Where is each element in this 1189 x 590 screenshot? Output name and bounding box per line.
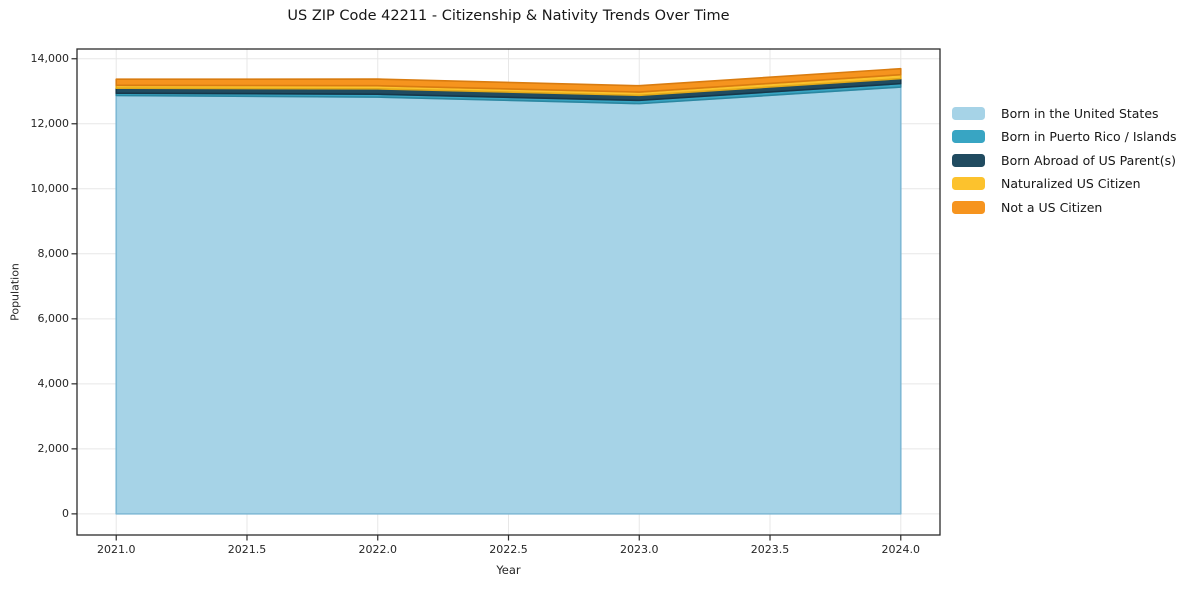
x-tick-label: 2022.0 [358, 543, 397, 556]
x-tick-label: 2023.5 [750, 543, 790, 556]
chart-title: US ZIP Code 42211 - Citizenship & Nativi… [287, 8, 730, 24]
area-not-a-us-citizen [115, 67, 902, 93]
y-tick-label: 6,000 [37, 312, 70, 326]
x-tick-label: 2024.0 [881, 543, 921, 556]
legend-item-born-in-the-united-states: Born in the United States [952, 105, 1177, 121]
legend-item-not-a-us-citizen: Not a US Citizen [952, 199, 1177, 215]
legend-item-born-abroad-of-us-parent-s: Born Abroad of US Parent(s) [952, 152, 1177, 168]
y-tick-label: 0 [62, 507, 69, 521]
y-tick-label: 2,000 [37, 442, 70, 456]
legend-label: Born in Puerto Rico / Islands [1001, 129, 1177, 144]
x-axis-title: Year [496, 563, 521, 577]
legend-swatch-icon [952, 177, 985, 190]
y-tick-label: 10,000 [30, 182, 70, 196]
legend-swatch-icon [952, 200, 985, 214]
legend-swatch-icon [952, 130, 985, 143]
legend: Born in the United States Born in Puerto … [952, 105, 1177, 215]
x-tick-label: 2023.0 [620, 543, 659, 556]
x-tick-label: 2021.5 [227, 543, 267, 556]
legend-swatch-icon [952, 153, 985, 167]
legend-swatch-icon [952, 106, 985, 120]
legend-label: Not a US Citizen [1001, 199, 1103, 215]
area-born-in-the-united-states [115, 86, 902, 515]
legend-item-naturalized-us-citizen: Naturalized US Citizen [952, 176, 1177, 191]
y-tick-label: 12,000 [30, 117, 70, 131]
legend-item-born-in-puerto-rico-islands: Born in Puerto Rico / Islands [952, 129, 1177, 144]
y-tick-label: 14,000 [30, 52, 70, 66]
y-tick-label: 8,000 [37, 247, 70, 261]
y-tick-label: 4,000 [37, 377, 70, 391]
x-tick-label: 2021.0 [96, 543, 136, 556]
legend-label: Born Abroad of US Parent(s) [1001, 152, 1176, 168]
x-tick-label: 2022.5 [489, 543, 528, 556]
legend-label: Naturalized US Citizen [1001, 176, 1141, 191]
legend-label: Born in the United States [1001, 105, 1159, 121]
